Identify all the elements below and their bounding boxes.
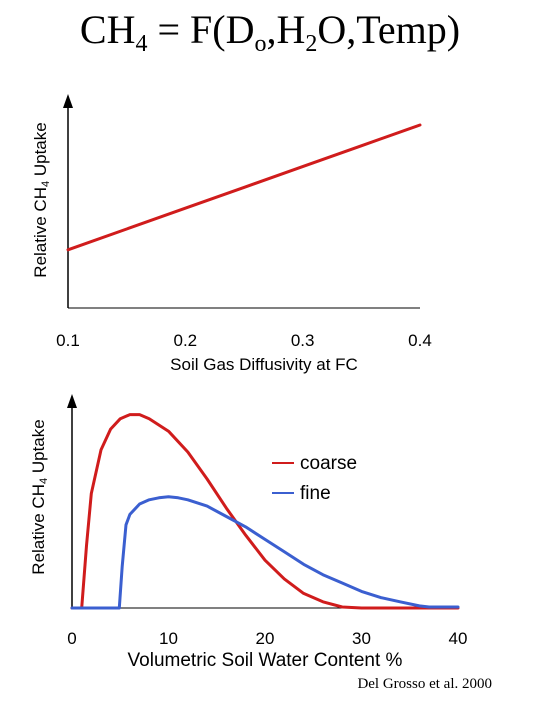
x-axis-label: Soil Gas Diffusivity at FC bbox=[170, 355, 358, 374]
x-tick-label: 40 bbox=[449, 629, 468, 648]
y-axis-label-sub: 4 bbox=[38, 478, 50, 484]
x-tick-label: 30 bbox=[352, 629, 371, 648]
y-axis-arrow-0 bbox=[63, 94, 73, 108]
legend-label-fine: fine bbox=[300, 483, 331, 504]
y-axis-label-sub: 4 bbox=[40, 181, 52, 187]
series-line-chart0 bbox=[66, 123, 422, 252]
y-axis-label-post: Uptake bbox=[29, 419, 48, 478]
y-axis-label-post: Uptake bbox=[31, 122, 50, 181]
legend-label-coarse: coarse bbox=[300, 453, 357, 474]
title-ch: CH bbox=[79, 7, 136, 52]
title-rest: O,Temp) bbox=[317, 7, 461, 52]
y-axis-arrow-1 bbox=[67, 394, 77, 408]
x-tick-label: 20 bbox=[256, 629, 275, 648]
page-title: CH4 = F(Do,H2O,Temp) bbox=[0, 7, 540, 57]
x-tick-label: 0.2 bbox=[174, 331, 198, 350]
x-axis-label: Volumetric Soil Water Content % bbox=[128, 650, 403, 671]
title-sub-o: o bbox=[254, 31, 267, 57]
y-axis-label: Relative CH4 Uptake bbox=[31, 122, 52, 277]
series-line-fine bbox=[70, 495, 460, 610]
title-comma-h: ,H bbox=[266, 7, 306, 52]
series-line-coarse bbox=[70, 413, 460, 610]
citation: Del Grosso et al. 2000 bbox=[357, 676, 492, 692]
x-tick-label: 0.4 bbox=[408, 331, 432, 350]
y-axis-label: Relative CH4 Uptake bbox=[29, 419, 50, 574]
x-tick-label: 10 bbox=[159, 629, 178, 648]
y-axis-label-pre: Relative CH bbox=[29, 484, 48, 575]
x-tick-label: 0.3 bbox=[291, 331, 315, 350]
x-tick-label: 0.1 bbox=[56, 331, 80, 350]
title-sub-2: 2 bbox=[305, 31, 318, 57]
y-axis-label-pre: Relative CH bbox=[31, 187, 50, 278]
title-eq: = F(D bbox=[147, 7, 255, 52]
title-sub-4: 4 bbox=[135, 31, 148, 57]
x-tick-label: 0 bbox=[67, 629, 76, 648]
